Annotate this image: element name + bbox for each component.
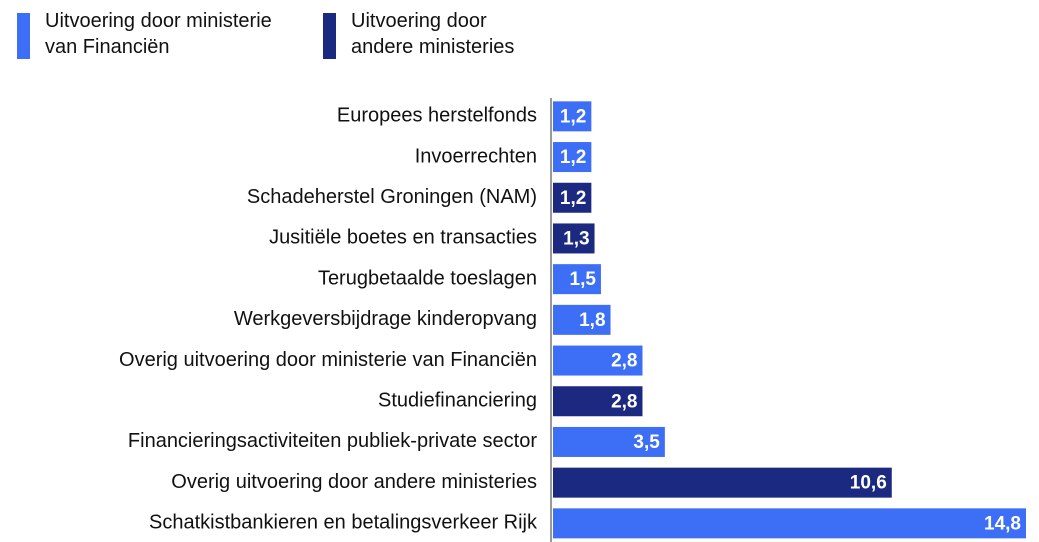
value-label: 1,2 [560,147,586,168]
bar [553,182,592,213]
bar [553,223,595,254]
legend: Uitvoering door ministerie van Financiën… [17,8,541,60]
legend-label: Uitvoering door andere ministeries [351,10,515,58]
category-label: Werkgeversbijdrage kinderopvang [234,308,537,330]
category-label: Studiefinanciering [378,390,537,412]
value-label: 14,8 [984,513,1021,534]
bar [553,345,643,376]
bar [553,467,892,498]
category-label: Invoerrechten [415,145,537,167]
value-label: 1,8 [579,310,605,331]
category-label: Overig uitvoering door andere ministerie… [171,471,537,493]
value-label: 3,5 [633,432,660,453]
value-label: 1,2 [560,188,586,209]
category-label: Terugbetaalde toeslagen [318,267,537,289]
bar [553,304,611,335]
bar [553,142,592,173]
category-label: Schadeherstel Groningen (NAM) [247,186,537,208]
bar [553,508,1026,539]
bar [553,264,601,295]
legend-swatch [323,13,336,59]
value-label: 2,8 [611,351,637,372]
value-label: 1,3 [563,228,589,249]
value-label: 1,5 [570,269,597,290]
legend-label: Uitvoering door ministerie van Financiën [45,10,272,58]
bar [553,101,592,132]
value-label: 2,8 [611,391,637,412]
bar [553,386,643,417]
category-label: Overig uitvoering door ministerie van Fi… [119,349,537,371]
category-label: Financieringsactiviteiten publiek-privat… [128,430,537,452]
value-label: 10,6 [850,473,887,494]
category-label: Europees herstelfonds [337,105,537,127]
bar [553,426,665,457]
category-label: Schatkistbankieren en betalingsverkeer R… [149,512,538,534]
legend-item: Uitvoering door ministerie van Financiën [17,8,295,60]
legend-swatch [17,13,30,59]
category-label: Jusitiële boetes en transacties [269,227,537,249]
legend-item: Uitvoering door andere ministeries [323,8,541,60]
value-label: 1,2 [560,106,586,127]
